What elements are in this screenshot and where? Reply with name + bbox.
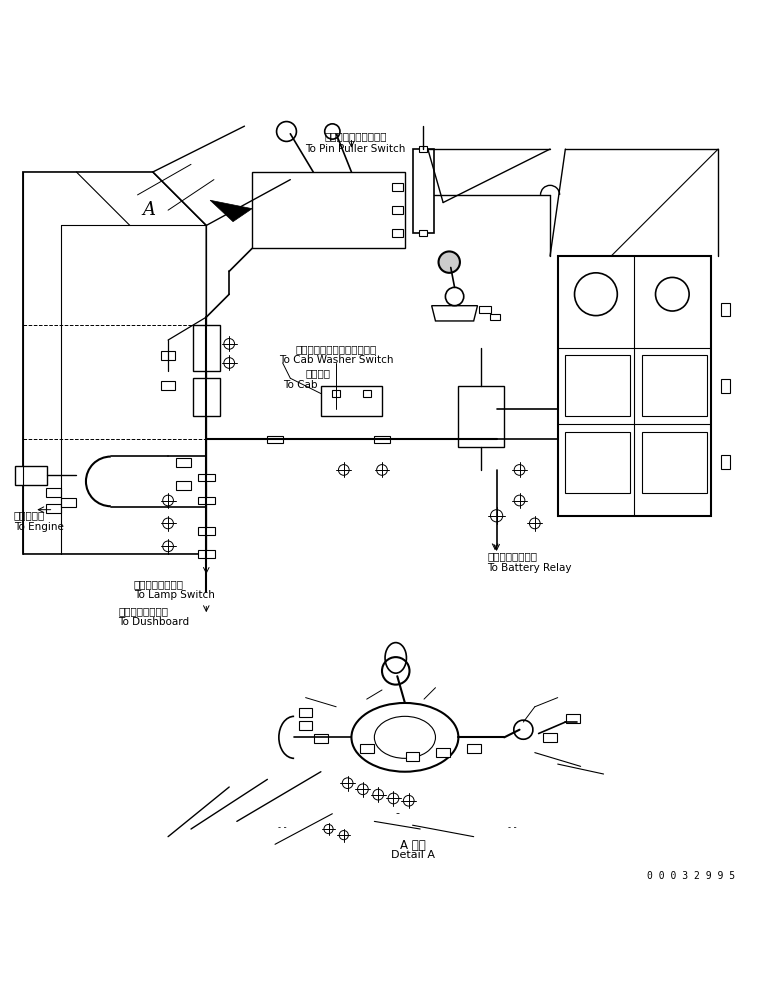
Bar — [721, 456, 730, 470]
Text: A: A — [142, 200, 156, 218]
Bar — [198, 551, 215, 558]
Bar — [419, 230, 427, 236]
Bar — [314, 734, 328, 743]
Bar — [565, 432, 630, 493]
Bar — [406, 753, 419, 762]
Bar — [46, 504, 61, 513]
Text: ランプスイッチへ: ランプスイッチへ — [134, 578, 183, 588]
Bar — [392, 230, 403, 237]
Text: To Engine: To Engine — [14, 521, 63, 531]
Bar — [392, 184, 403, 192]
Text: キャブウォッシャスイッチへ: キャブウォッシャスイッチへ — [296, 344, 377, 354]
Bar — [480, 307, 491, 314]
Bar — [161, 352, 175, 361]
Bar — [458, 387, 504, 448]
Text: キャブへ: キャブへ — [306, 368, 331, 378]
Text: Detail A: Detail A — [390, 850, 435, 860]
Bar — [198, 528, 215, 535]
Bar — [332, 391, 340, 397]
Text: バッテリリレーへ: バッテリリレーへ — [487, 551, 537, 561]
Bar — [267, 436, 283, 444]
Bar — [413, 150, 434, 233]
Text: To Dushboard: To Dushboard — [118, 616, 189, 626]
Bar — [299, 708, 312, 717]
Circle shape — [439, 253, 460, 274]
Bar — [176, 458, 191, 467]
Bar — [321, 387, 382, 417]
Bar — [198, 474, 215, 482]
Text: ピンプラースイッチへ: ピンプラースイッチへ — [324, 131, 387, 141]
Bar — [642, 432, 707, 493]
Bar — [721, 380, 730, 394]
Bar — [543, 733, 557, 742]
Text: A 詳細: A 詳細 — [400, 838, 426, 851]
Bar — [193, 379, 220, 417]
Bar — [465, 436, 482, 444]
Bar — [566, 714, 580, 723]
Text: ダッシュボードへ: ダッシュボードへ — [118, 605, 168, 615]
Bar — [467, 744, 481, 754]
Bar — [46, 489, 61, 498]
Bar — [374, 436, 390, 444]
Text: -: - — [395, 808, 400, 818]
Bar — [565, 356, 630, 417]
Bar — [642, 356, 707, 417]
Bar — [299, 721, 312, 730]
Bar — [198, 497, 215, 505]
Text: To Cab Washer Switch: To Cab Washer Switch — [279, 355, 393, 365]
Bar — [193, 326, 220, 372]
Bar — [436, 748, 450, 758]
Text: 0 0 0 3 2 9 9 5: 0 0 0 3 2 9 9 5 — [647, 870, 736, 880]
Bar — [360, 744, 374, 754]
Bar — [490, 315, 500, 321]
Bar — [419, 147, 427, 153]
Text: To Cab: To Cab — [283, 379, 317, 389]
Text: To Lamp Switch: To Lamp Switch — [134, 590, 215, 600]
Bar — [176, 481, 191, 490]
Text: - -: - - — [278, 823, 287, 832]
Polygon shape — [210, 201, 252, 222]
Bar — [721, 304, 730, 317]
Bar — [363, 391, 371, 397]
Text: エンジンへ: エンジンへ — [14, 510, 45, 520]
Text: - -: - - — [507, 823, 516, 832]
Text: To Battery Relay: To Battery Relay — [487, 562, 572, 572]
Text: To Pin Puller Switch: To Pin Puller Switch — [305, 143, 406, 153]
Bar — [161, 382, 175, 391]
Bar — [61, 499, 76, 508]
Bar — [15, 467, 47, 486]
Bar — [392, 207, 403, 214]
